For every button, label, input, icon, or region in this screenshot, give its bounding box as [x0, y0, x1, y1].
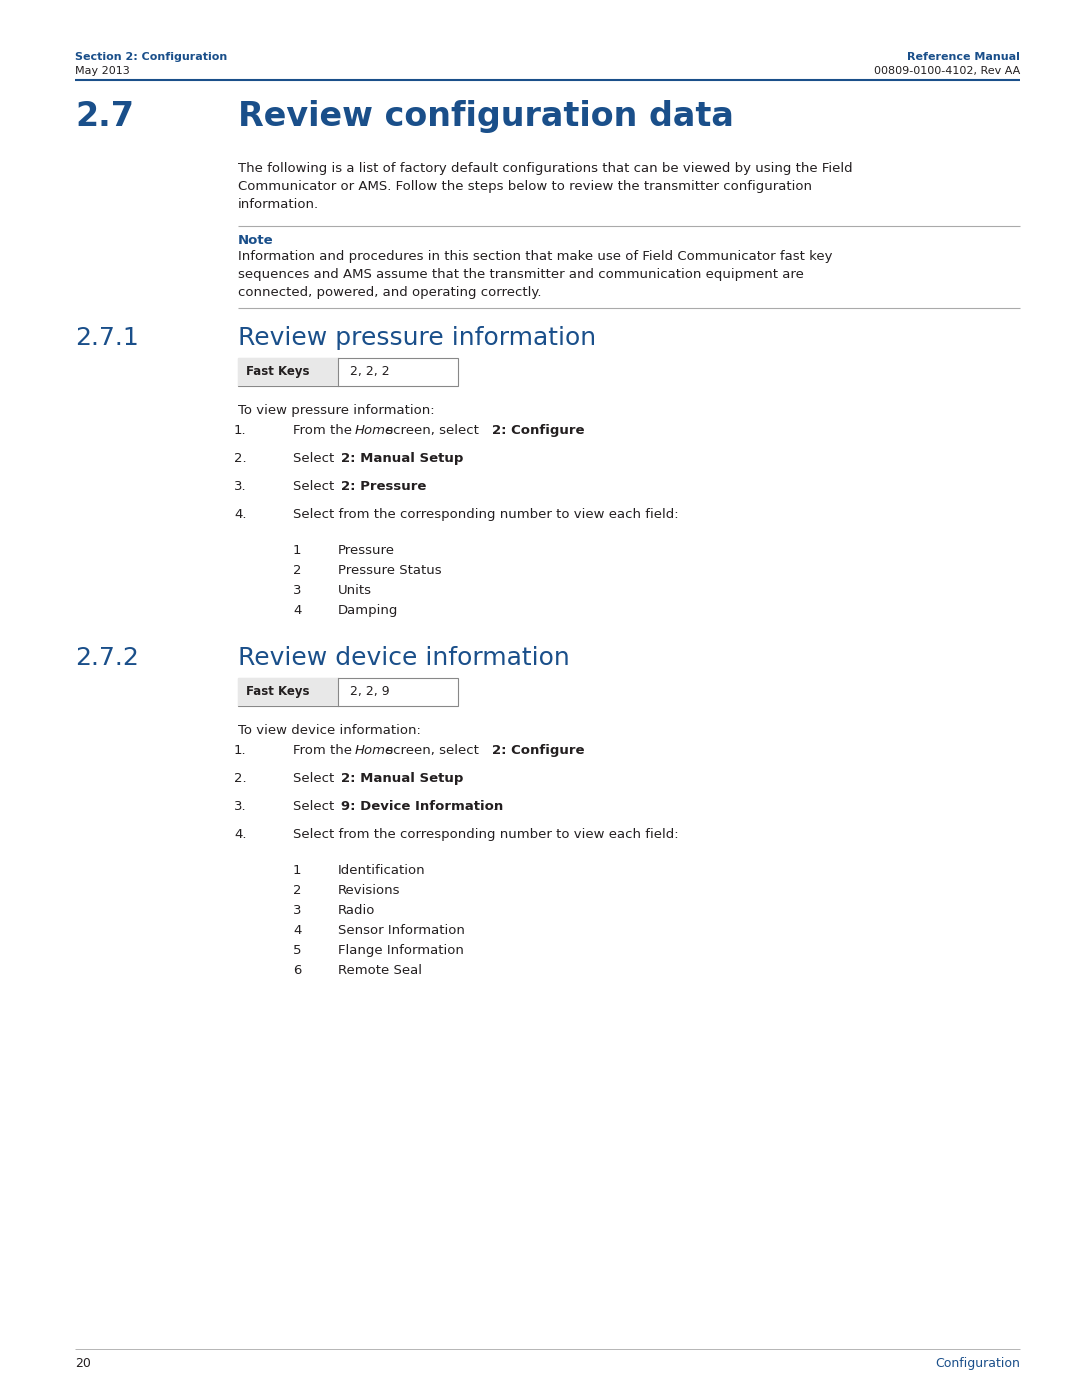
Text: Reference Manual: Reference Manual: [907, 52, 1020, 61]
Text: .: .: [579, 425, 582, 437]
Text: 1.: 1.: [234, 425, 246, 437]
Text: 9: Device Information: 9: Device Information: [341, 800, 503, 813]
Text: 2: Configure: 2: Configure: [492, 425, 584, 437]
Text: 2.7.1: 2.7.1: [75, 326, 138, 351]
Text: Communicator or AMS. Follow the steps below to review the transmitter configurat: Communicator or AMS. Follow the steps be…: [238, 180, 812, 193]
Text: sequences and AMS assume that the transmitter and communication equipment are: sequences and AMS assume that the transm…: [238, 268, 804, 281]
Text: Information and procedures in this section that make use of Field Communicator f: Information and procedures in this secti…: [238, 250, 833, 263]
Text: 2: Configure: 2: Configure: [492, 745, 584, 757]
Text: Select: Select: [293, 481, 338, 493]
Text: 4: 4: [293, 923, 301, 937]
Text: 2.7: 2.7: [75, 101, 134, 133]
Text: Flange Information: Flange Information: [338, 944, 464, 957]
Text: Pressure: Pressure: [338, 543, 395, 557]
Text: Review device information: Review device information: [238, 645, 570, 671]
Text: .: .: [579, 745, 582, 757]
Text: Review pressure information: Review pressure information: [238, 326, 596, 351]
Bar: [238, 678, 458, 705]
Text: 2.: 2.: [234, 773, 246, 785]
Text: 4: 4: [293, 604, 301, 617]
Text: Fast Keys: Fast Keys: [246, 685, 310, 698]
Text: 3.: 3.: [234, 481, 246, 493]
Text: Pressure Status: Pressure Status: [338, 564, 442, 577]
Text: 2: 2: [293, 884, 301, 897]
Text: May 2013: May 2013: [75, 66, 130, 75]
Text: From the: From the: [293, 425, 356, 437]
Text: The following is a list of factory default configurations that can be viewed by : The following is a list of factory defau…: [238, 162, 852, 175]
Text: 2: Pressure: 2: Pressure: [341, 481, 427, 493]
Text: 2.7.2: 2.7.2: [75, 645, 139, 671]
Text: Select: Select: [293, 773, 338, 785]
Text: .: .: [420, 481, 424, 493]
Text: Section 2: Configuration: Section 2: Configuration: [75, 52, 227, 61]
Bar: [238, 358, 458, 386]
Text: To view device information:: To view device information:: [238, 724, 421, 738]
Text: 2.: 2.: [234, 453, 246, 465]
Text: 00809-0100-4102, Rev AA: 00809-0100-4102, Rev AA: [874, 66, 1020, 75]
Text: Damping: Damping: [338, 604, 399, 617]
Text: Radio: Radio: [338, 904, 376, 916]
Text: Home: Home: [354, 425, 394, 437]
Text: .: .: [449, 773, 454, 785]
Text: Fast Keys: Fast Keys: [246, 365, 310, 379]
Text: 6: 6: [293, 964, 301, 977]
Text: Select: Select: [293, 800, 338, 813]
Text: Sensor Information: Sensor Information: [338, 923, 464, 937]
Text: .: .: [449, 453, 454, 465]
Text: connected, powered, and operating correctly.: connected, powered, and operating correc…: [238, 286, 541, 299]
Text: Select: Select: [293, 453, 338, 465]
Bar: [238, 358, 338, 386]
Text: Configuration: Configuration: [935, 1356, 1020, 1370]
Text: 20: 20: [75, 1356, 91, 1370]
Text: Review configuration data: Review configuration data: [238, 101, 734, 133]
Text: Revisions: Revisions: [338, 884, 401, 897]
Text: 3: 3: [293, 584, 301, 597]
Text: To view pressure information:: To view pressure information:: [238, 404, 434, 416]
Text: 1.: 1.: [234, 745, 246, 757]
Text: Select from the corresponding number to view each field:: Select from the corresponding number to …: [293, 828, 678, 841]
Text: Remote Seal: Remote Seal: [338, 964, 422, 977]
Text: 3.: 3.: [234, 800, 246, 813]
Text: 2: Manual Setup: 2: Manual Setup: [341, 773, 463, 785]
Text: .: .: [492, 800, 497, 813]
Text: screen, select: screen, select: [382, 745, 484, 757]
Text: 5: 5: [293, 944, 301, 957]
Text: Home: Home: [354, 745, 394, 757]
Bar: [238, 678, 338, 705]
Text: 2, 2, 2: 2, 2, 2: [350, 365, 390, 379]
Text: 1: 1: [293, 543, 301, 557]
Text: Note: Note: [238, 235, 273, 247]
Text: From the: From the: [293, 745, 356, 757]
Text: 4.: 4.: [234, 828, 246, 841]
Text: 2: 2: [293, 564, 301, 577]
Text: screen, select: screen, select: [382, 425, 484, 437]
Text: 2: Manual Setup: 2: Manual Setup: [341, 453, 463, 465]
Text: Units: Units: [338, 584, 372, 597]
Text: 1: 1: [293, 863, 301, 877]
Text: 4.: 4.: [234, 509, 246, 521]
Text: Identification: Identification: [338, 863, 426, 877]
Text: 3: 3: [293, 904, 301, 916]
Text: 2, 2, 9: 2, 2, 9: [350, 685, 390, 698]
Text: information.: information.: [238, 198, 319, 211]
Text: Select from the corresponding number to view each field:: Select from the corresponding number to …: [293, 509, 678, 521]
